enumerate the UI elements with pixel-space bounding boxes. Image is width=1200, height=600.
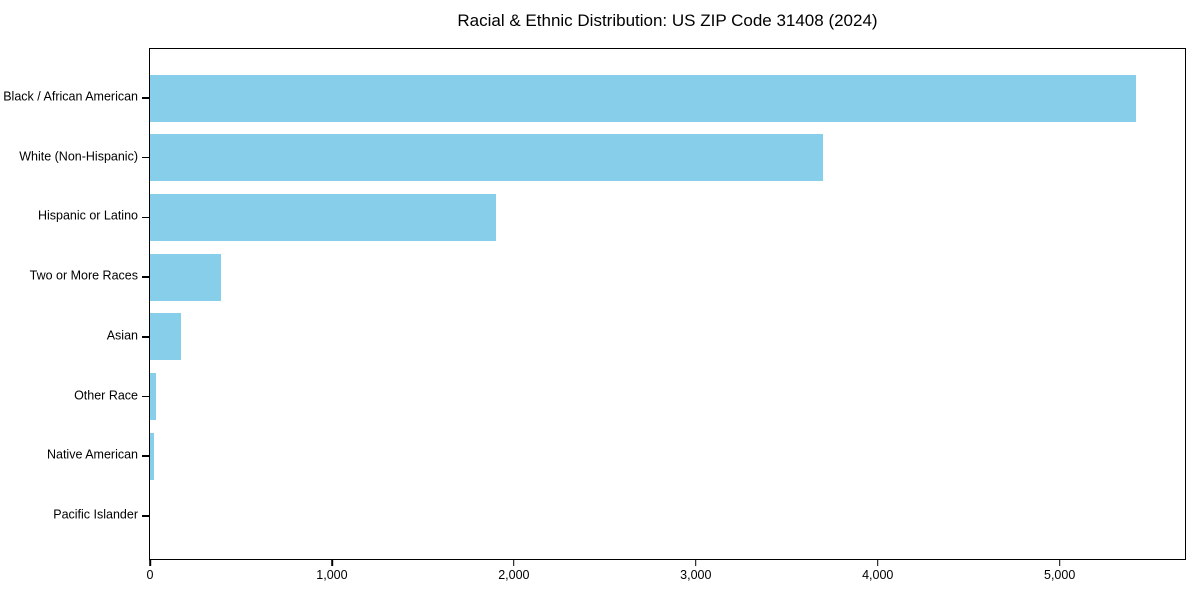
bar xyxy=(150,134,824,182)
y-axis-tick xyxy=(141,395,149,398)
bar xyxy=(150,432,154,480)
y-axis-tick-label: Pacific Islander xyxy=(53,507,138,522)
x-axis-tick xyxy=(694,559,697,566)
y-axis-tick-label: Native American xyxy=(46,447,138,462)
y-axis-tick xyxy=(141,276,149,278)
y-axis-labels: Black / African American White (Non-Hispa… xyxy=(0,48,149,560)
y-axis-tick-label: Hispanic or Latino xyxy=(37,209,138,224)
y-axis-tick-label: Asian xyxy=(106,328,138,343)
y-axis-tick-label: Other Race xyxy=(74,388,138,403)
y-axis-tick xyxy=(141,97,149,99)
plot-area: 0 1,000 2,000 3,000 4,000 5,000 xyxy=(141,48,1186,582)
x-axis-tick-label: 4,000 xyxy=(862,568,894,582)
y-axis-tick-label: White (Non-Hispanic) xyxy=(19,149,138,164)
x-axis-tick-label: 0 xyxy=(146,568,154,582)
x-axis-tick-label: 1,000 xyxy=(316,568,348,582)
bar xyxy=(150,313,181,361)
x-axis-tick xyxy=(876,559,879,566)
chart-title: Racial & Ethnic Distribution: US ZIP Cod… xyxy=(457,11,878,30)
y-axis-tick-label: Black / African American xyxy=(3,89,138,104)
x-axis-tick xyxy=(1058,559,1061,566)
x-axis-tick-label: 5,000 xyxy=(1044,568,1076,582)
x-axis-tick-label: 2,000 xyxy=(498,568,530,582)
y-axis-tick xyxy=(141,216,149,219)
bar xyxy=(150,373,157,420)
x-axis-tick xyxy=(331,559,333,566)
y-axis-tick xyxy=(141,156,149,159)
y-axis-tick xyxy=(141,336,149,338)
bar xyxy=(150,74,1137,122)
y-axis-tick xyxy=(141,455,149,457)
x-axis-tick xyxy=(149,559,151,566)
y-axis-tick-label: Two or More Races xyxy=(29,268,138,283)
bar xyxy=(150,253,221,301)
x-axis-tick-label: 3,000 xyxy=(680,568,712,582)
y-axis-tick xyxy=(141,515,149,517)
bar xyxy=(150,193,496,241)
x-axis-tick xyxy=(513,559,515,566)
